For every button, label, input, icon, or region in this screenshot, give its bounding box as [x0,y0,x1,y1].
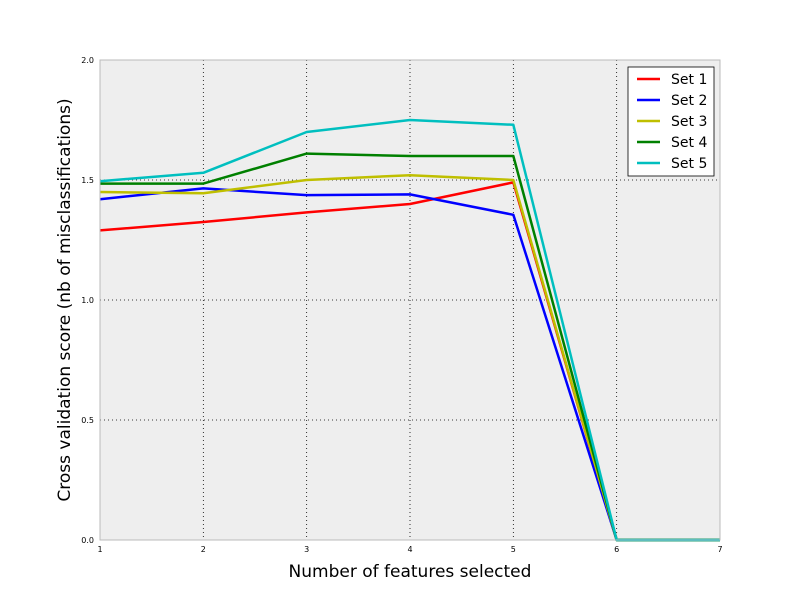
x-tick-label: 4 [407,545,412,554]
legend-label: Set 4 [671,135,707,151]
x-tick-label: 6 [614,545,619,554]
x-tick-label: 7 [717,545,722,554]
y-tick-label: 1.5 [81,176,94,185]
x-axis-label: Number of features selected [289,562,532,582]
legend: Set 1 Set 2 Set 3 Set 4 Set 5 [627,66,715,177]
y-axis-label: Cross validation score (nb of misclassif… [55,98,75,501]
x-tick-label: 1 [97,545,102,554]
legend-label: Set 2 [671,93,707,109]
legend-label: Set 5 [671,156,707,172]
y-tick-labels: 0.0 0.5 1.0 1.5 2.0 [81,56,94,545]
x-tick-label: 2 [201,545,206,554]
y-tick-label: 2.0 [81,56,94,65]
y-tick-label: 0.0 [81,536,94,545]
y-tick-label: 0.5 [81,416,94,425]
legend-label: Set 1 [671,72,707,88]
legend-label: Set 3 [671,114,707,130]
y-tick-label: 1.0 [81,296,94,305]
x-tick-label: 5 [511,545,516,554]
legend-box [627,66,715,177]
plot-frame [99,59,721,541]
x-tick-labels: 1 2 3 4 5 6 7 [97,545,722,554]
x-tick-label: 3 [304,545,309,554]
